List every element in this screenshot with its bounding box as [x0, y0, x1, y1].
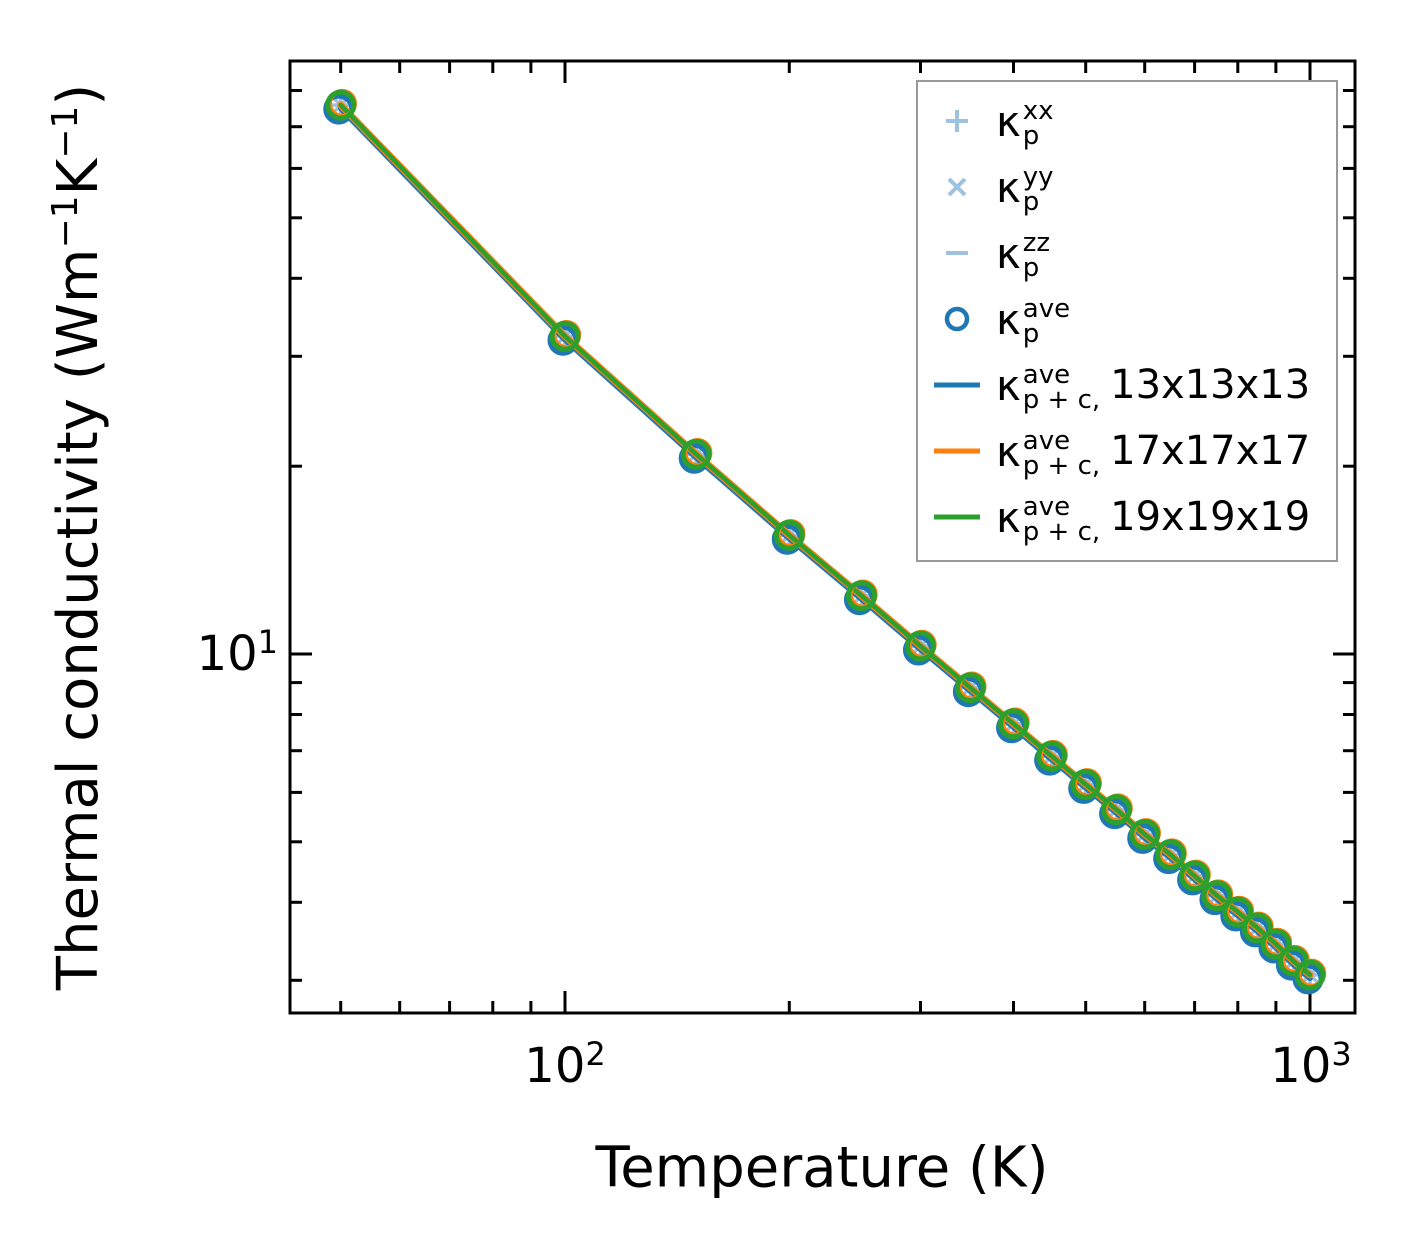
legend-marker: [946, 110, 968, 132]
legend-entry-label: κ ave p + c, 13x13x13: [996, 360, 1311, 415]
legend-entry-6: κ ave p + c, 19x19x19: [918, 484, 1336, 550]
y-axis-label-text: Thermal conductivity (Wm: [45, 248, 111, 991]
legend-entry-5: κ ave p + c, 17x17x17: [918, 418, 1336, 484]
legend-marker: [944, 306, 970, 332]
kappa-supsub: yy p: [1022, 162, 1054, 217]
kappa-subscript: p: [1022, 187, 1040, 217]
y-tick-exponent: 1: [257, 623, 278, 661]
x-tick1-exponent: 2: [585, 1035, 606, 1073]
circle-marker-green: [998, 708, 1030, 740]
legend-marker: [947, 177, 967, 197]
y-axis-label-sup2: −1: [45, 105, 87, 159]
kappa-subscript: p: [1022, 319, 1040, 349]
legend-entry-label: κ yy p: [996, 162, 1054, 217]
kappa-supsub: ave p + c,: [1022, 426, 1101, 481]
legend: κ xx p κ yy p κ zz p κ ave p κ ave p + c, 13x13x13 κ ave p…: [916, 80, 1338, 562]
legend-marker: [934, 514, 980, 520]
kappa-subscript: p + c,: [1022, 451, 1101, 481]
circle-marker-green: [1101, 794, 1133, 826]
kappa-supsub: zz p: [1022, 228, 1051, 283]
legend-entry-3: κ ave p: [918, 286, 1336, 352]
legend-entry-label: κ ave p + c, 19x19x19: [996, 492, 1311, 547]
x-tick2-exponent: 3: [1331, 1035, 1352, 1073]
axes-spines: [288, 59, 1357, 1015]
legend-entry-label: κ ave p + c, 17x17x17: [996, 426, 1311, 481]
kappa-subscript: p + c,: [1022, 385, 1101, 415]
circle-marker-green: [1129, 818, 1161, 850]
kappa-supsub: ave p: [1022, 294, 1071, 349]
circle-marker-green: [325, 89, 357, 121]
circle-marker-green: [680, 438, 712, 470]
circle-marker-green: [1179, 860, 1211, 892]
circle-marker-green: [1036, 740, 1068, 772]
circle-marker-green: [954, 672, 986, 704]
x-tick-label-1000: 103: [1270, 1038, 1351, 1094]
x-tick1-base: 10: [524, 1038, 586, 1094]
kappa-superscript: ave: [1022, 294, 1071, 324]
circle-marker-green: [1222, 896, 1254, 928]
kappa-symbol: κ: [996, 426, 1021, 476]
x-axis-label: Temperature (K): [596, 1136, 1049, 1201]
legend-entry-label: κ ave p: [996, 294, 1071, 349]
legend-marker: [946, 251, 968, 255]
legend-rows: κ xx p κ yy p κ zz p κ ave p κ ave p + c, 13x13x13 κ ave p…: [918, 88, 1336, 550]
y-axis-label-sup1: −1: [45, 195, 87, 249]
y-tick-base: 10: [196, 626, 258, 682]
circle-marker-green: [1294, 959, 1326, 991]
plus-marker-icon: [946, 110, 968, 132]
circle-marker-green: [773, 519, 805, 551]
y-axis-label: Thermal conductivity (Wm−1K−1): [45, 84, 111, 990]
legend-entry-1: κ yy p: [918, 154, 1336, 220]
kappa-symbol: κ: [996, 162, 1021, 212]
kappa-superscript: xx: [1022, 96, 1054, 126]
legend-entry-suffix: 17x17x17: [1110, 428, 1311, 474]
kappa-superscript: zz: [1022, 228, 1051, 258]
circle-marker-green: [1070, 768, 1102, 800]
x-axis-label-text: Temperature (K): [595, 1135, 1049, 1201]
line-19x19x19: [338, 102, 1313, 978]
legend-entry-suffix: 19x19x19: [1110, 494, 1311, 540]
kappa-superscript: ave: [1022, 426, 1071, 456]
circle-marker-green: [845, 580, 877, 612]
kappa-superscript: ave: [1022, 360, 1071, 390]
legend-entry-label: κ xx p: [996, 96, 1054, 151]
kappa-subscript: p: [1022, 253, 1040, 283]
legend-entry-4: κ ave p + c, 13x13x13: [918, 352, 1336, 418]
legend-entry-label: κ zz p: [996, 228, 1051, 283]
kappa-supsub: ave p + c,: [1022, 492, 1101, 547]
kappa-supsub: ave p + c,: [1022, 360, 1101, 415]
circle-marker-green: [904, 630, 936, 662]
legend-marker: [934, 382, 980, 388]
kappa-symbol: κ: [996, 96, 1021, 146]
kappa-subscript: p: [1022, 121, 1040, 151]
kappa-subscript: p + c,: [1022, 517, 1101, 547]
circle-marker-icon: [944, 306, 970, 332]
y-axis-label-mid: K: [45, 158, 111, 196]
kappa-symbol: κ: [996, 228, 1021, 278]
legend-marker: [934, 448, 980, 454]
x-tick2-base: 10: [1270, 1038, 1332, 1094]
kappa-superscript: yy: [1022, 162, 1054, 192]
y-tick-label-10: 101: [197, 626, 278, 682]
circle-marker-green: [1155, 839, 1187, 871]
legend-entry-2: κ zz p: [918, 220, 1336, 286]
x-tick-label-100: 102: [524, 1038, 605, 1094]
circle-marker-green: [1201, 880, 1233, 912]
circle-marker-green: [1241, 912, 1273, 944]
kappa-superscript: ave: [1022, 492, 1071, 522]
kappa-symbol: κ: [996, 360, 1021, 410]
y-axis-label-suffix: ): [45, 83, 111, 106]
kappa-symbol: κ: [996, 294, 1021, 344]
legend-entry-0: κ xx p: [918, 88, 1336, 154]
kappa-supsub: xx p: [1022, 96, 1054, 151]
kappa-symbol: κ: [996, 492, 1021, 542]
legend-entry-suffix: 13x13x13: [1110, 362, 1311, 408]
circle-marker-green: [1260, 928, 1292, 960]
circle-marker-green: [549, 320, 581, 352]
cross-marker-icon: [947, 177, 967, 197]
